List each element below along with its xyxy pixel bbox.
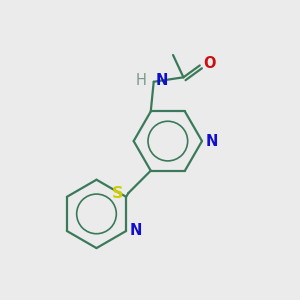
- Text: H: H: [135, 73, 146, 88]
- Text: N: N: [206, 134, 218, 148]
- Text: N: N: [155, 73, 168, 88]
- Text: S: S: [112, 186, 123, 201]
- Text: O: O: [204, 56, 216, 71]
- Text: N: N: [130, 224, 142, 238]
